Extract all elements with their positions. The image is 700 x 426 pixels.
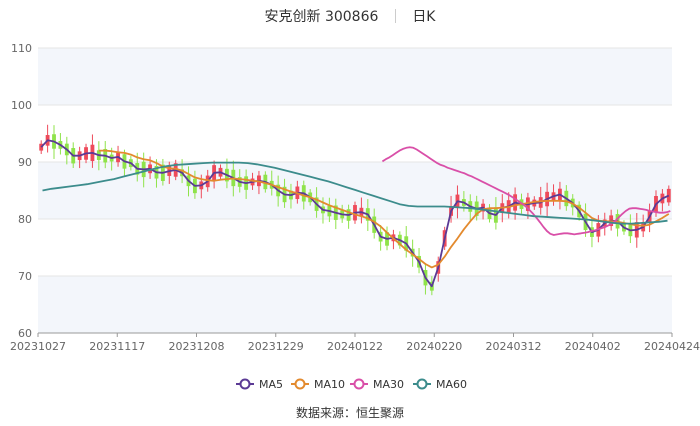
x-tick-label: 20240424 (644, 340, 700, 353)
y-axis: 60 70 80 90 100 110 (11, 42, 32, 340)
legend-label: MA5 (259, 378, 283, 391)
legend-marker (294, 378, 306, 390)
ma-line-ma5 (40, 139, 670, 288)
legend-item-ma30[interactable]: MA30 (350, 378, 404, 391)
y-tick-label: 100 (11, 99, 32, 112)
legend[interactable]: MA5 MA10 MA30 MA60 (236, 378, 467, 391)
ma-line-ma10 (98, 149, 670, 269)
moving-average-lines (40, 139, 671, 288)
stock-name: 安克创新 (264, 9, 321, 25)
ma-line-ma60 (42, 161, 668, 225)
title-separator (394, 9, 396, 23)
x-tick-label: 20240220 (406, 340, 462, 353)
stock-code: 300866 (324, 9, 379, 25)
background-band (38, 276, 672, 333)
legend-label: MA10 (314, 378, 345, 391)
chart-title: 安克创新 300866 日K (0, 6, 700, 26)
legend-item-ma60[interactable]: MA60 (413, 378, 467, 391)
y-tick-label: 80 (18, 213, 32, 226)
chart-period: 日K (412, 9, 436, 25)
y-tick-label: 70 (18, 270, 32, 283)
legend-marker (353, 378, 365, 390)
data-source: 数据来源：恒生聚源 (295, 406, 404, 420)
legend-label: MA30 (373, 378, 404, 391)
x-tick-label: 20240122 (327, 340, 383, 353)
x-tick-label: 20231229 (248, 340, 304, 353)
legend-marker (416, 378, 428, 390)
legend-label: MA60 (436, 378, 467, 391)
y-tick-label: 110 (11, 42, 32, 55)
x-axis: 20231027 20231117 20231208 20231229 20240122… (10, 332, 700, 353)
legend-item-ma10[interactable]: MA10 (291, 378, 345, 391)
x-tick-label: 20240312 (486, 340, 542, 353)
x-tick-label: 20240402 (565, 340, 621, 353)
y-tick-label: 90 (18, 156, 32, 169)
x-tick-label: 20231208 (169, 340, 225, 353)
legend-item-ma5[interactable]: MA5 (236, 378, 283, 391)
y-tick-label: 60 (18, 327, 32, 340)
legend-marker (239, 378, 251, 390)
background-band (38, 48, 672, 105)
x-tick-label: 20231117 (89, 340, 145, 353)
x-tick-label: 20231027 (10, 340, 66, 353)
ma-line-ma30 (381, 146, 671, 236)
